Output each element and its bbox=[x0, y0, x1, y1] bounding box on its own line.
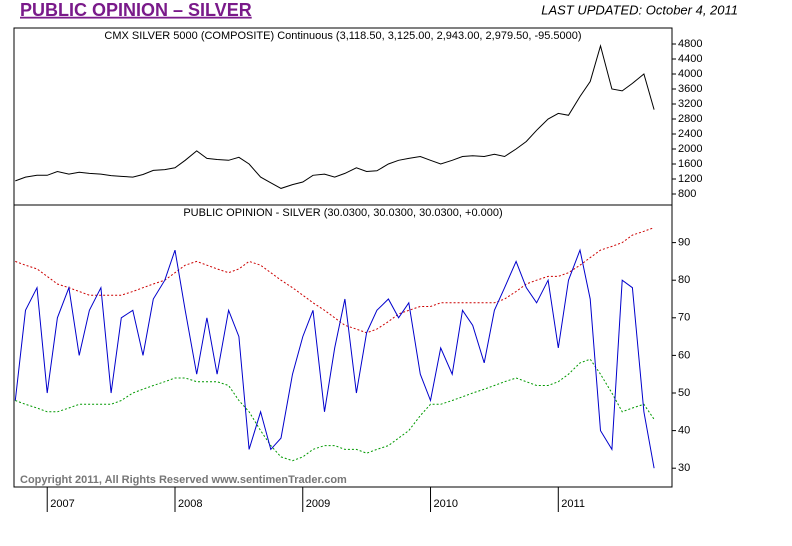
series-line bbox=[15, 227, 655, 334]
y-tick-label: 80 bbox=[678, 274, 690, 286]
frame bbox=[13, 27, 673, 488]
series-line bbox=[15, 44, 655, 189]
y-tick-label: 40 bbox=[678, 425, 690, 437]
y-tick-label: 3600 bbox=[678, 83, 702, 95]
y-tick-label: 4000 bbox=[678, 68, 702, 80]
y-tick-label: 2800 bbox=[678, 113, 702, 125]
y-tick-label: 1200 bbox=[678, 173, 702, 185]
y-tick-label: 1600 bbox=[678, 158, 702, 170]
x-tick-label: 2011 bbox=[561, 498, 585, 510]
panel-title: PUBLIC OPINION - SILVER (30.0300, 30.030… bbox=[183, 207, 502, 219]
x-tick-label: 2010 bbox=[434, 498, 458, 510]
y-tick-label: 800 bbox=[678, 188, 696, 200]
y-tick-label: 90 bbox=[678, 237, 690, 249]
x-tick-label: 2007 bbox=[50, 498, 74, 510]
series-line bbox=[14, 248, 655, 469]
x-tick-label: 2008 bbox=[178, 498, 202, 510]
y-tick-label: 2400 bbox=[678, 128, 702, 140]
series-line bbox=[15, 358, 655, 462]
y-tick-label: 4400 bbox=[678, 53, 702, 65]
last-updated: LAST UPDATED: October 4, 2011 bbox=[541, 2, 738, 17]
panel-title: CMX SILVER 5000 (COMPOSITE) Continuous (… bbox=[104, 30, 581, 42]
y-tick-label: 30 bbox=[678, 462, 690, 474]
copyright: Copyright 2011, All Rights Reserved www.… bbox=[20, 474, 347, 486]
y-tick-label: 4800 bbox=[678, 38, 702, 50]
y-tick-label: 2000 bbox=[678, 143, 702, 155]
y-tick-label: 3200 bbox=[678, 98, 702, 110]
y-tick-label: 70 bbox=[678, 312, 690, 324]
y-tick-label: 60 bbox=[678, 349, 690, 361]
x-tick-label: 2009 bbox=[306, 498, 330, 510]
page-title: PUBLIC OPINION – SILVER bbox=[20, 0, 252, 20]
y-tick-label: 50 bbox=[678, 387, 690, 399]
